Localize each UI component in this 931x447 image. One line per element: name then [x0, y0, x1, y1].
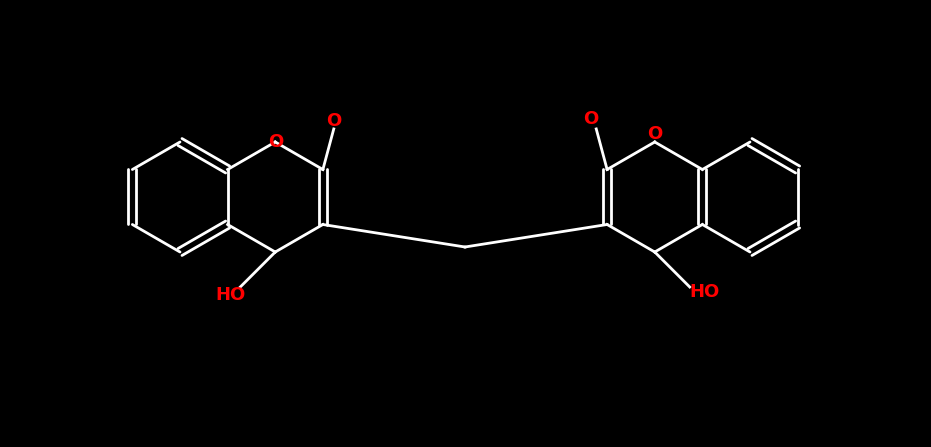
Text: HO: HO — [690, 283, 720, 301]
Text: O: O — [647, 125, 662, 143]
Text: HO: HO — [215, 286, 246, 304]
Text: O: O — [326, 112, 342, 130]
Text: O: O — [584, 110, 599, 128]
Text: O: O — [267, 133, 283, 151]
